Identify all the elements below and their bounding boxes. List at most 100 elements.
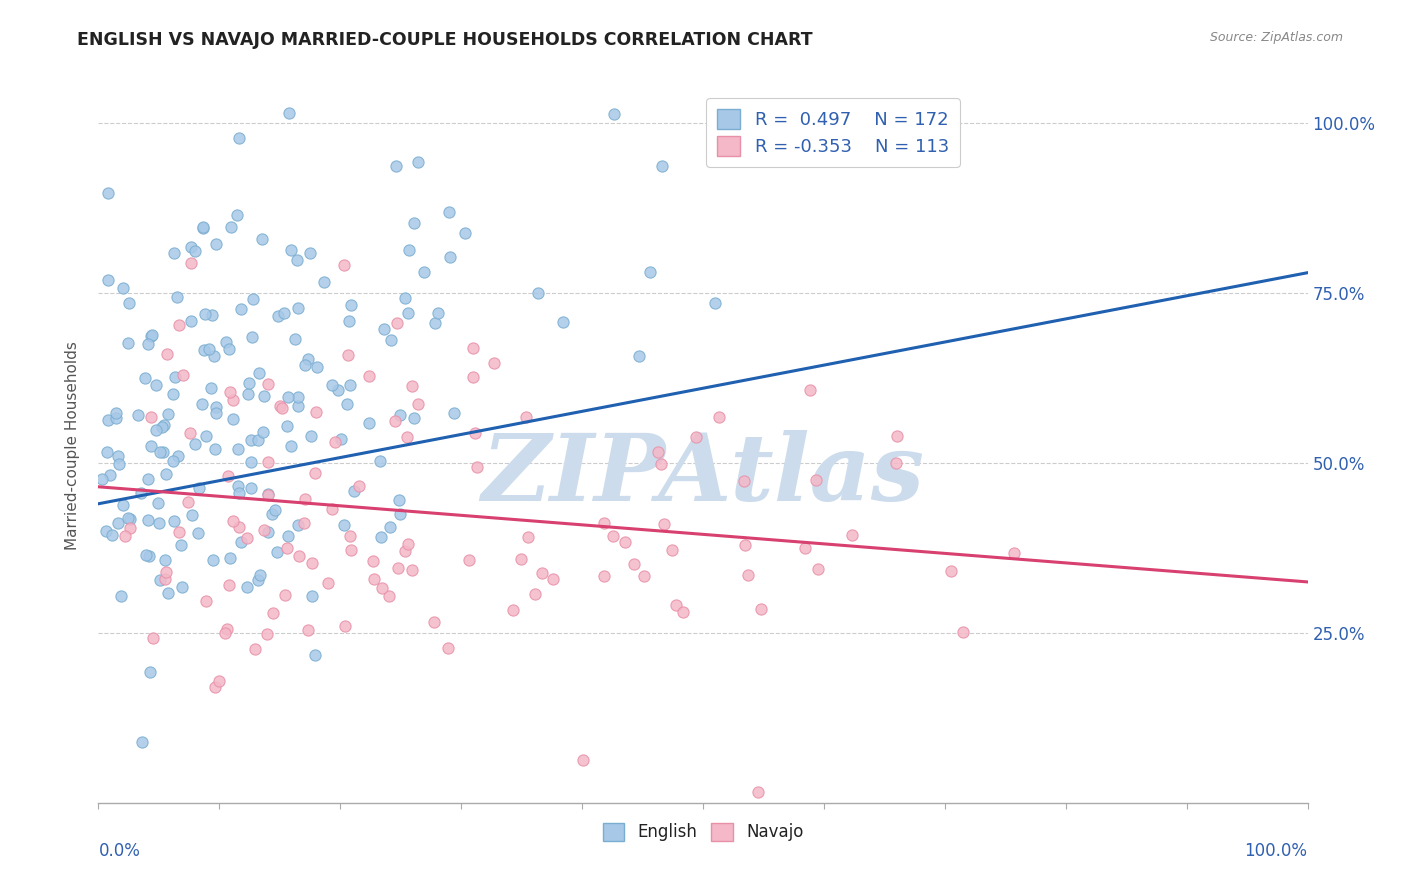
Point [884, 456, 907, 470]
Point [198, 342, 221, 356]
Point [148, 496, 170, 510]
Point [541, 572, 564, 586]
Point [152, 417, 174, 432]
Point [527, 286, 550, 301]
Point [939, 564, 962, 578]
Point [204, 442, 226, 456]
Point [633, 569, 655, 583]
Point [149, 444, 172, 458]
Point [627, 349, 650, 363]
Point [650, 458, 672, 472]
Point [297, 623, 319, 637]
Point [398, 243, 420, 257]
Point [401, 379, 423, 393]
Point [371, 581, 394, 595]
Point [162, 454, 184, 468]
Point [301, 556, 323, 570]
Point [396, 537, 419, 551]
Point [380, 333, 402, 347]
Point [288, 549, 311, 564]
Point [166, 449, 188, 463]
Point [236, 387, 259, 401]
Point [461, 342, 484, 356]
Point [952, 624, 974, 639]
Point [387, 561, 409, 575]
Point [323, 434, 346, 449]
Point [318, 575, 340, 590]
Point [426, 306, 449, 320]
Point [127, 408, 149, 422]
Point [454, 226, 477, 240]
Point [156, 407, 179, 421]
Point [110, 589, 132, 603]
Point [321, 378, 343, 392]
Point [136, 512, 159, 526]
Point [194, 593, 217, 607]
Point [117, 511, 139, 525]
Point [1002, 546, 1025, 560]
Point [170, 580, 193, 594]
Point [363, 554, 385, 568]
Point [269, 399, 291, 413]
Point [285, 253, 308, 268]
Point [613, 534, 636, 549]
Point [333, 619, 356, 633]
Point [236, 532, 259, 546]
Point [179, 426, 201, 441]
Point [187, 526, 209, 541]
Point [250, 232, 273, 246]
Point [117, 336, 139, 351]
Point [443, 406, 465, 420]
Point [423, 316, 446, 330]
Point [339, 378, 361, 392]
Point [368, 453, 391, 467]
Point [284, 332, 307, 346]
Point [138, 549, 160, 564]
Point [603, 107, 626, 121]
Point [236, 581, 259, 595]
Point [202, 350, 225, 364]
Point [152, 445, 174, 459]
Point [184, 437, 207, 451]
Point [180, 314, 202, 328]
Point [243, 641, 266, 656]
Point [652, 517, 675, 532]
Point [145, 378, 167, 392]
Point [221, 411, 243, 425]
Point [194, 429, 217, 443]
Point [333, 258, 356, 272]
Point [156, 347, 179, 361]
Point [396, 306, 419, 320]
Point [623, 558, 645, 572]
Point [114, 529, 136, 543]
Point [129, 486, 152, 500]
Point [273, 306, 295, 320]
Point [214, 625, 236, 640]
Point [297, 351, 319, 366]
Point [217, 468, 239, 483]
Point [277, 390, 299, 404]
Point [165, 370, 187, 384]
Point [148, 516, 170, 530]
Point [862, 861, 884, 875]
Point [437, 640, 460, 655]
Point [465, 459, 488, 474]
Point [551, 315, 574, 329]
Point [134, 371, 156, 385]
Point [357, 416, 380, 430]
Point [408, 397, 430, 411]
Point [240, 433, 263, 447]
Point [464, 426, 486, 441]
Point [402, 216, 425, 230]
Point [339, 529, 361, 543]
Point [294, 359, 316, 373]
Point [292, 516, 315, 530]
Point [301, 429, 323, 443]
Point [394, 291, 416, 305]
Text: ZIPAtlas: ZIPAtlas [481, 430, 925, 519]
Point [193, 220, 215, 235]
Point [155, 467, 177, 481]
Point [256, 488, 278, 502]
Point [218, 342, 240, 356]
Point [107, 458, 129, 472]
